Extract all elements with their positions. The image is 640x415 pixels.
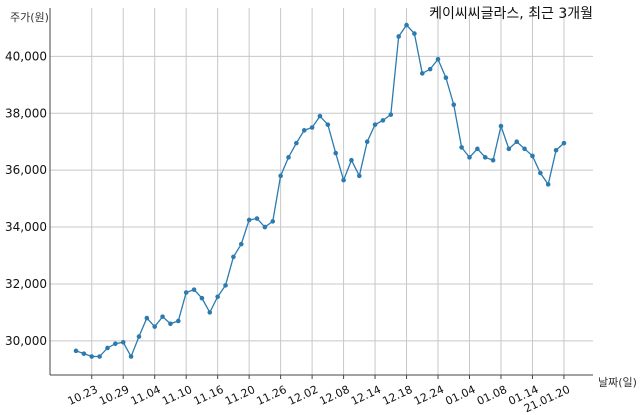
data-point xyxy=(553,147,559,153)
data-point xyxy=(490,157,496,163)
data-point xyxy=(317,113,323,119)
x-tick-label: 01.08 xyxy=(475,383,509,408)
data-point xyxy=(199,295,205,301)
x-tick-label: 01.04 xyxy=(443,383,477,408)
data-point xyxy=(404,22,409,28)
y-tick-label: 36,000 xyxy=(5,163,47,177)
data-point xyxy=(254,216,260,221)
data-point xyxy=(388,112,394,117)
x-tick-labels: 10.2310.2911.0411.1011.1611.2011.2612.02… xyxy=(66,383,572,415)
y-tick-label: 34,000 xyxy=(5,220,47,234)
data-point xyxy=(396,34,401,39)
data-point xyxy=(427,66,433,72)
data-point xyxy=(459,145,464,150)
data-point xyxy=(183,290,189,295)
data-point xyxy=(506,146,512,152)
data-point xyxy=(215,294,220,300)
data-point xyxy=(475,146,480,152)
x-tick-label: 12.08 xyxy=(318,383,352,408)
y-tick-label: 32,000 xyxy=(5,277,47,291)
data-point xyxy=(191,287,197,292)
data-point xyxy=(530,153,535,159)
data-point xyxy=(113,341,118,347)
data-point xyxy=(160,314,165,319)
data-point xyxy=(333,150,339,156)
x-tick-label: 11.20 xyxy=(223,383,257,408)
x-tick-label: 11.04 xyxy=(129,383,163,408)
data-point xyxy=(309,125,315,130)
data-point xyxy=(238,241,244,247)
data-point xyxy=(73,348,79,354)
data-point xyxy=(545,182,551,187)
x-tick-label: 11.10 xyxy=(160,383,194,408)
data-point xyxy=(514,139,520,145)
data-point xyxy=(262,224,268,230)
data-point xyxy=(168,321,173,327)
data-point xyxy=(419,71,425,76)
data-point xyxy=(325,122,331,127)
data-point xyxy=(286,155,291,160)
data-point xyxy=(435,56,441,62)
y-axis-label: 주가(원) xyxy=(10,11,49,24)
data-point xyxy=(97,354,102,359)
data-points xyxy=(73,22,567,359)
data-point xyxy=(482,155,488,160)
data-point xyxy=(380,118,386,123)
data-point xyxy=(364,139,370,145)
data-point xyxy=(357,173,362,179)
data-point xyxy=(294,140,299,146)
x-tick-label: 10.23 xyxy=(66,383,100,408)
data-point xyxy=(207,310,213,315)
x-tick-label: 12.24 xyxy=(412,383,446,408)
data-point xyxy=(223,283,228,288)
x-tick-label: 12.02 xyxy=(286,383,320,408)
data-point xyxy=(561,140,567,146)
x-tick-label: 12.14 xyxy=(349,383,383,408)
data-point xyxy=(152,324,157,329)
data-point xyxy=(443,75,449,81)
data-point xyxy=(105,345,110,351)
data-point xyxy=(341,177,346,183)
data-point xyxy=(372,122,378,127)
chart-title: 케이씨씨글라스, 최근 3개월 xyxy=(429,6,593,22)
data-point xyxy=(89,354,95,359)
data-point xyxy=(136,334,142,339)
x-tick-label: 12.18 xyxy=(380,383,414,408)
data-point xyxy=(522,146,527,152)
data-point xyxy=(467,155,472,160)
x-axis-label: 날짜(일) xyxy=(598,375,637,389)
grid xyxy=(50,8,593,375)
x-tick-label: 11.26 xyxy=(255,383,289,408)
data-point xyxy=(349,157,354,163)
y-tick-label: 40,000 xyxy=(5,49,47,63)
x-tick-label: 11.16 xyxy=(192,383,226,408)
data-point xyxy=(270,219,276,224)
data-point xyxy=(144,315,150,321)
y-tick-label: 30,000 xyxy=(5,334,47,348)
y-tick-label: 38,000 xyxy=(5,106,47,120)
data-point xyxy=(128,354,134,359)
data-point xyxy=(538,170,543,176)
data-point xyxy=(176,318,181,324)
data-point xyxy=(246,217,252,223)
data-point xyxy=(278,173,283,179)
data-point xyxy=(81,351,87,356)
data-point xyxy=(231,254,236,260)
data-point xyxy=(451,102,457,108)
data-point xyxy=(498,123,504,129)
y-tick-labels: 30,000 32,000 34,000 36,000 38,000 40,000 xyxy=(5,49,47,347)
data-point xyxy=(412,31,417,36)
data-point xyxy=(120,339,126,345)
x-tick-label: 10.29 xyxy=(97,383,131,408)
data-point xyxy=(301,128,307,133)
series-line xyxy=(75,24,565,359)
axes xyxy=(49,8,593,379)
